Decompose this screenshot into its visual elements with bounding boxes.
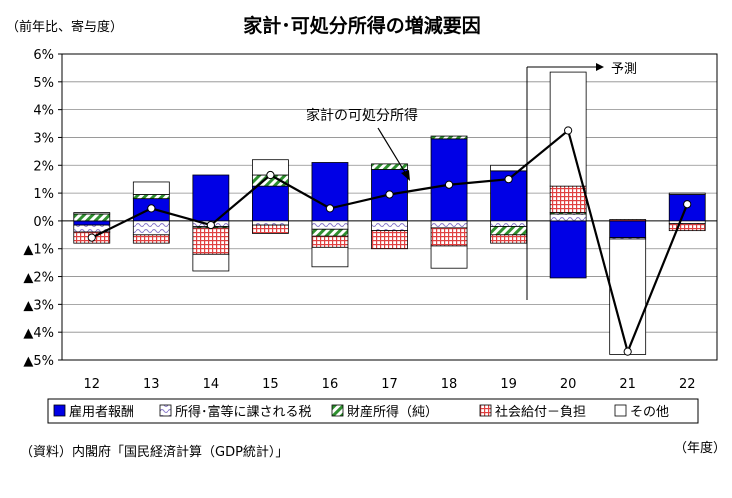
chart-unit-label: （前年比、寄与度） (6, 19, 123, 35)
bar-property-income (132, 194, 170, 200)
bar-employee-compensation (609, 220, 647, 238)
y-tick-label: ▲4% (23, 326, 54, 341)
line-point (564, 126, 573, 135)
x-tick-label: 22 (679, 377, 696, 392)
x-tick-label: 20 (560, 377, 577, 392)
bar-property-income (490, 226, 527, 236)
bar-social-benefit (430, 227, 468, 247)
x-tick-label: 13 (143, 377, 160, 392)
line-point (623, 347, 632, 356)
x-tick-label: 21 (619, 377, 636, 392)
y-tick-label: 4% (33, 104, 54, 119)
legend-label-employee-compensation: 雇用者報酬 (69, 404, 134, 420)
y-tick-label: 2% (33, 159, 54, 174)
bar-other (430, 245, 468, 269)
bar-property-income (311, 228, 349, 237)
bar-other (132, 181, 170, 195)
chart-title: 家計･可処分所得の増減要因 (243, 14, 481, 37)
bar-income-tax (252, 220, 289, 226)
bar-employee-compensation (549, 220, 587, 279)
forecast-label: 予測 (611, 62, 637, 77)
legend-label-other: その他 (630, 405, 669, 420)
line-point (504, 175, 513, 184)
legend-label-social-benefit: 社会給付－負担 (495, 404, 586, 420)
bar-other (311, 246, 349, 268)
bar-employee-compensation (73, 220, 111, 226)
bar-social-benefit (549, 185, 587, 213)
bar-social-benefit (371, 230, 408, 250)
y-tick-label: 0% (33, 215, 54, 230)
y-tick-label: ▲2% (23, 271, 54, 286)
bar-income-tax (549, 213, 587, 222)
bar-income-tax (668, 220, 706, 225)
x-axis-ticks: 12 13 14 15 16 17 18 19 20 21 22 (83, 377, 695, 392)
line-point (206, 220, 215, 230)
line-point (266, 170, 275, 180)
bar-income-tax (371, 220, 408, 232)
bar-social-benefit (132, 234, 170, 244)
bar-employee-compensation (430, 138, 468, 222)
line-point (444, 180, 454, 189)
bar-property-income (73, 213, 111, 222)
plot-frame (61, 53, 718, 361)
bar-social-benefit (490, 234, 527, 244)
bar-income-tax (430, 220, 468, 229)
y-tick-label: ▲1% (23, 243, 54, 258)
legend-swatch-income-tax (159, 404, 172, 417)
bar-property-income (430, 135, 468, 140)
x-tick-label: 12 (83, 377, 100, 392)
bar-other (609, 238, 647, 355)
y-tick-label: 6% (33, 48, 54, 63)
bar-employee-compensation (192, 174, 230, 222)
line-point (147, 204, 156, 213)
line-series-label: 家計の可処分所得 (306, 107, 418, 124)
y-tick-label: 3% (33, 131, 54, 146)
bar-income-tax (311, 220, 349, 230)
bar-social-benefit (252, 224, 289, 234)
x-tick-label: 18 (441, 377, 458, 392)
forecast-arrow-head (596, 63, 604, 71)
line-point (385, 190, 394, 199)
bar-income-tax (490, 220, 527, 227)
legend-label-income-tax: 所得･富等に課される税 (175, 404, 312, 420)
legend: 雇用者報酬 所得･富等に課される税 財産所得（純） 社会給付－負担 その他 (47, 398, 699, 424)
bar-other (668, 192, 706, 195)
bar-social-benefit (311, 235, 349, 248)
bar-social-benefit (192, 227, 230, 255)
legend-label-property-income: 財産所得（純） (347, 404, 438, 420)
line-point (87, 233, 96, 242)
x-tick-label: 16 (322, 377, 339, 392)
bar-social-benefit (609, 219, 647, 222)
x-tick-label: 19 (500, 377, 517, 392)
disposable-income-line (87, 126, 692, 356)
bar-other (192, 253, 230, 272)
stacked-bars (73, 71, 706, 355)
bar-social-benefit (668, 223, 706, 232)
source-note: （資料）内閣府「国民経済計算（GDP統計）」 (20, 444, 288, 460)
bar-income-tax (132, 220, 170, 236)
x-tick-label: 15 (262, 377, 279, 392)
legend-swatch-employee-compensation (53, 404, 66, 417)
bar-employee-compensation (252, 185, 289, 222)
legend-frame (47, 398, 699, 424)
legend-swatch-social-benefit (479, 404, 492, 417)
bar-other (73, 212, 111, 215)
legend-swatch-property-income (331, 404, 344, 417)
bar-property-income (371, 163, 408, 170)
y-tick-label: 5% (33, 76, 54, 91)
y-tick-label: 1% (33, 187, 54, 202)
line-label-pointer-head (401, 170, 410, 181)
line-label-pointer (377, 127, 407, 175)
y-axis-ticks: 6% 5% 4% 3% 2% 1% 0% ▲1% ▲2% ▲3% ▲4% ▲5% (23, 48, 62, 369)
x-tick-label: 14 (203, 377, 220, 392)
legend-swatch-other (614, 404, 627, 417)
x-axis-unit: （年度） (674, 440, 726, 456)
line-point (683, 200, 692, 209)
line-point (325, 204, 335, 213)
x-tick-label: 17 (381, 377, 398, 392)
y-tick-label: ▲3% (23, 298, 54, 313)
y-tick-label: ▲5% (23, 354, 54, 369)
